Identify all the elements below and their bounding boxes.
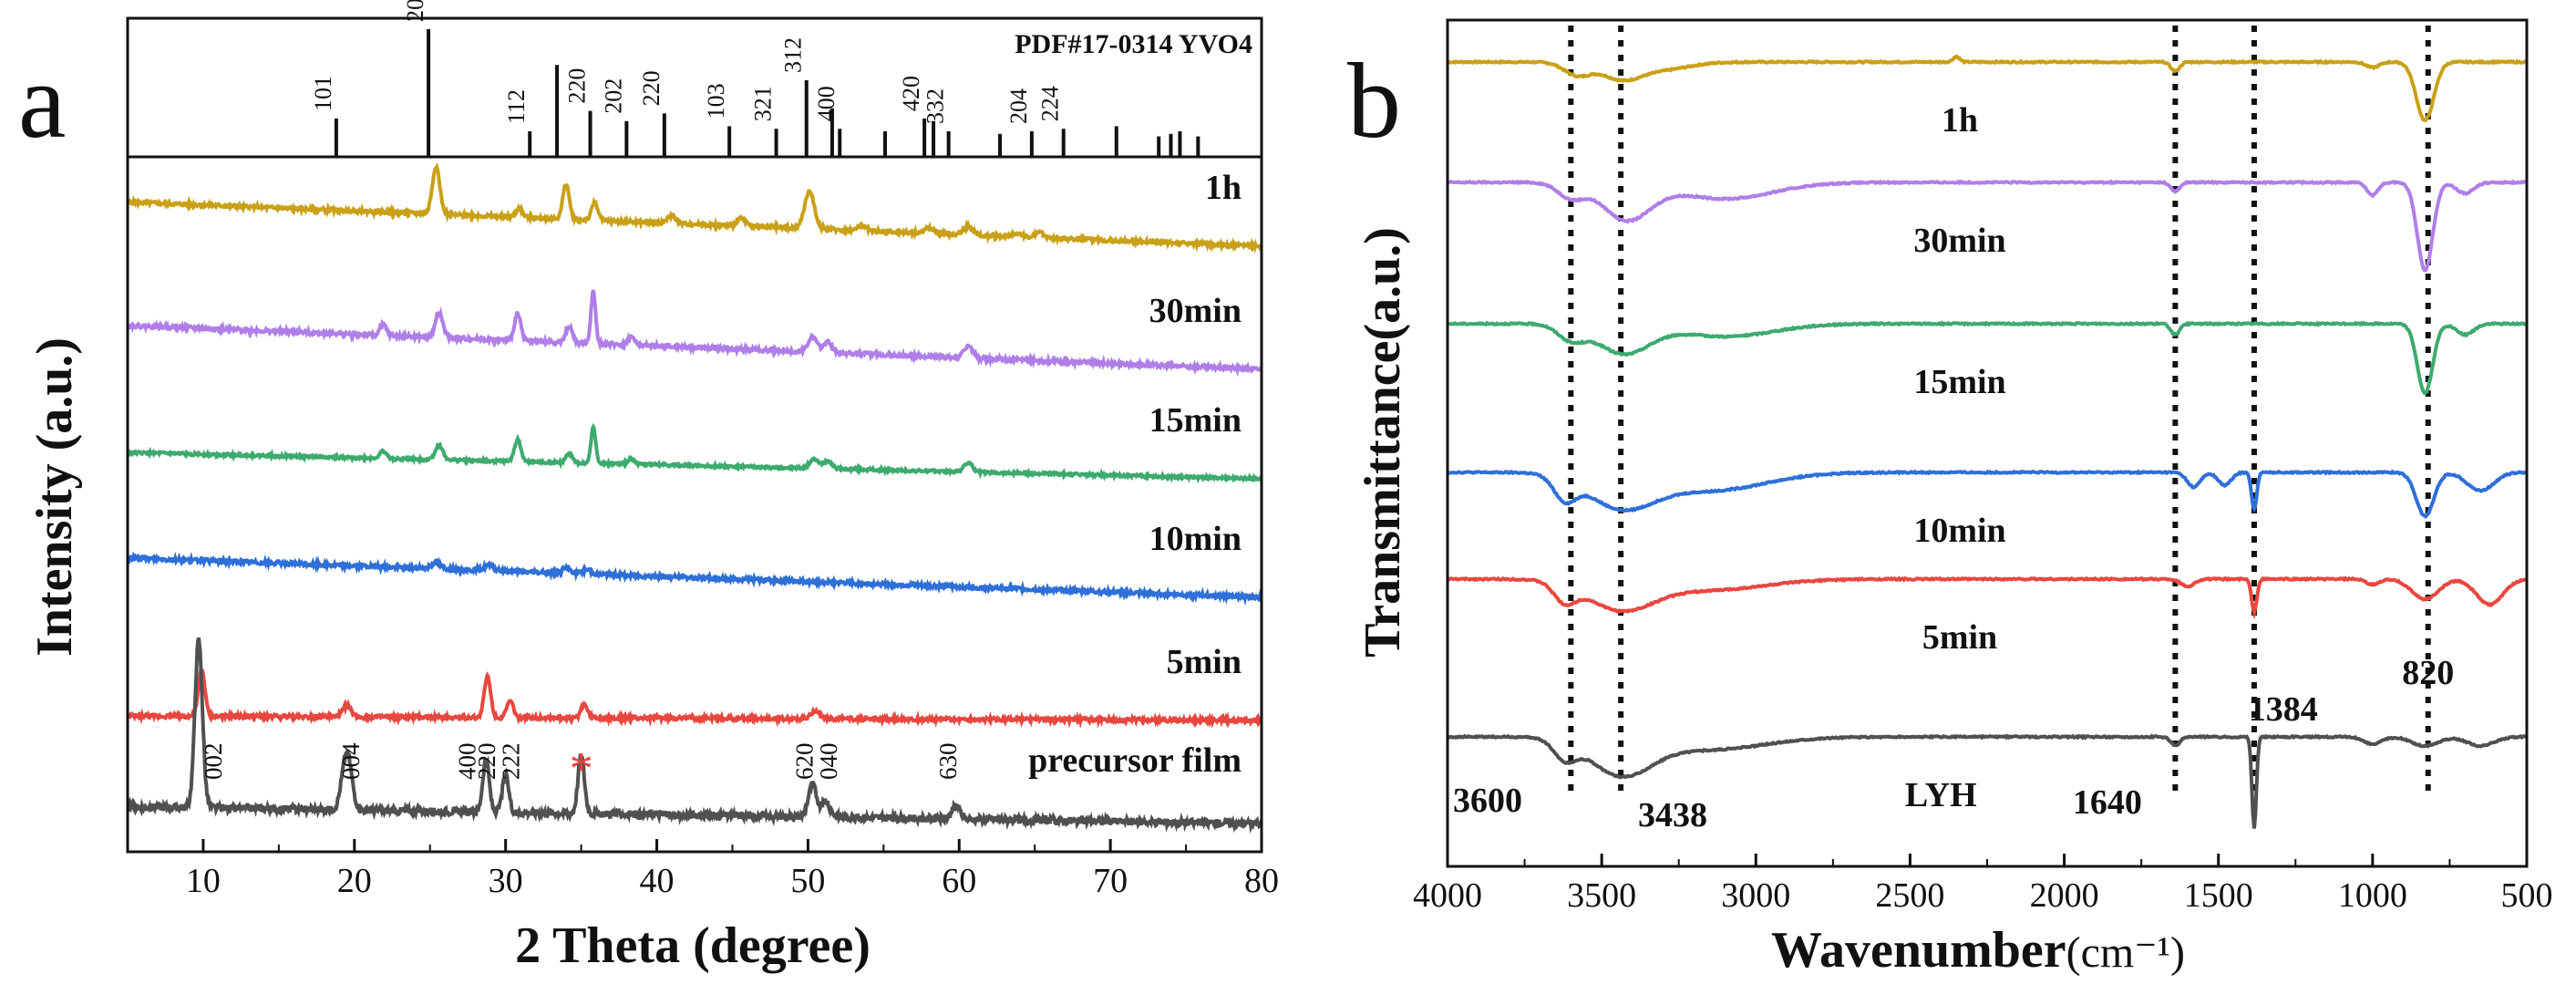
ftir-annotation-label: 1384 [2249, 690, 2318, 729]
xrd-series-label: precursor film [1028, 741, 1242, 780]
ftir-series-line [1447, 469, 2528, 519]
panel-b-x-axis-title: Wavenumber(cm⁻¹) [1771, 922, 2185, 979]
panel-b-plot-area: 1h 30min 15min 10min 5min 3600 3438 1640 1384 820… [1446, 26, 2528, 834]
x-tick-label: 4000 [1413, 876, 1482, 915]
x-tick-label: 30 [489, 862, 523, 900]
xrd-series-line [127, 289, 1263, 378]
reference-hkl-label: 312 [780, 37, 807, 73]
ftir-series-line [1446, 733, 2528, 829]
precursor-hkl-label: 040 [815, 743, 842, 781]
ftir-series-label: 30min [1913, 222, 2005, 260]
xrd-series-label: 1h [1205, 169, 1242, 207]
reference-hkl-label: 103 [703, 83, 729, 119]
x-tick-label: 60 [942, 862, 976, 900]
impurity-marker: * [570, 743, 593, 795]
ftir-annotation-label: LYH [1905, 776, 1977, 814]
xrd-series-label: 5min [1167, 643, 1242, 681]
x-tick-label: 70 [1093, 862, 1128, 900]
panel-b-ftir: b 1h 30min 15min 10min 5min 3600 3438 1640 1384 8… [1347, 18, 2553, 979]
xrd-series-line [126, 667, 1262, 730]
panel-b-x-axis-title-unit: (cm⁻¹) [2066, 928, 2185, 977]
reference-hkl-label: 202 [600, 78, 626, 114]
xrd-series-line [126, 162, 1263, 254]
panel-a-reference-name: PDF#17-0314 YVO4 [1015, 29, 1252, 59]
panel-b-y-axis-title: Transmittance(a.u.) [1355, 227, 1411, 658]
panel-a-main-frame [126, 155, 1263, 854]
x-tick-label: 3000 [1721, 876, 1790, 915]
x-tick-label: 2500 [1875, 876, 1944, 915]
panel-a-x-axis: 10 20 30 40 50 60 70 80 [186, 839, 1279, 900]
precursor-hkl-label: 620 [790, 743, 818, 781]
ftir-series-line [1447, 575, 2528, 620]
ftir-annotation-label: 820 [2402, 654, 2454, 692]
xrd-series-label: 10min [1149, 520, 1242, 558]
precursor-hkl-label: 630 [934, 743, 962, 781]
ftir-series-line [1446, 320, 2528, 396]
panel-b-x-axis-title-main: Wavenumber [1771, 922, 2066, 979]
ftir-series-line [1447, 179, 2528, 273]
reference-hkl-label: 332 [922, 88, 949, 124]
reference-hkl-label: 220 [638, 70, 665, 106]
ftir-annotation-label: 3438 [1638, 796, 1707, 834]
xrd-series-line [126, 551, 1263, 606]
reference-hkl-label: 101 [310, 76, 336, 111]
x-tick-label: 1500 [2184, 876, 2253, 915]
precursor-hkl-label: 222 [498, 743, 525, 781]
x-tick-label: 40 [640, 862, 675, 900]
x-tick-label: 1000 [2338, 876, 2407, 915]
xrd-series-line [126, 637, 1263, 834]
panel-a-x-axis-title: 2 Theta (degree) [515, 917, 871, 974]
panel-a-label: a [18, 41, 66, 161]
reference-hkl-label: 112 [503, 89, 530, 124]
xrd-series-label: 15min [1149, 401, 1242, 440]
precursor-hkl-label: 220 [473, 743, 500, 781]
x-tick-label: 10 [186, 862, 221, 900]
precursor-hkl-label: 002 [200, 743, 227, 781]
precursor-hkl-label: 400 [453, 743, 480, 781]
panel-b-x-axis: 4000 3500 3000 2500 2000 1500 1000 500 [1413, 854, 2553, 915]
ftir-series-label: 10min [1913, 512, 2005, 550]
reference-hkl-label: 420 [898, 76, 924, 111]
x-tick-label: 50 [790, 862, 825, 900]
reference-hkl-label: 224 [1037, 86, 1064, 121]
x-tick-label: 80 [1244, 862, 1279, 900]
ftir-series-label: 15min [1913, 363, 2005, 401]
panel-a-y-axis-title: Intensity (a.u.) [26, 337, 83, 657]
x-tick-label: 3500 [1567, 876, 1636, 915]
ftir-series-line [1447, 54, 2528, 123]
ftir-series-label: 1h [1942, 101, 1978, 140]
reference-hkl-label: 204 [1005, 88, 1032, 124]
reference-hkl-label: 220 [564, 68, 591, 104]
xrd-series-line [126, 422, 1263, 484]
x-tick-label: 2000 [2030, 876, 2099, 915]
ftir-annotation-label: 1640 [2073, 783, 2142, 822]
ftir-annotation-label: 3600 [1453, 782, 1522, 820]
reference-hkl-label: 400 [813, 86, 840, 121]
x-tick-label: 500 [2501, 876, 2553, 915]
panel-b-label: b [1347, 41, 1401, 161]
xrd-series-label: 30min [1149, 292, 1242, 330]
x-tick-label: 20 [337, 862, 372, 900]
precursor-hkl-label: 004 [337, 742, 365, 780]
reference-hkl-label: 321 [750, 86, 777, 121]
ftir-series-label: 5min [1922, 618, 1997, 657]
